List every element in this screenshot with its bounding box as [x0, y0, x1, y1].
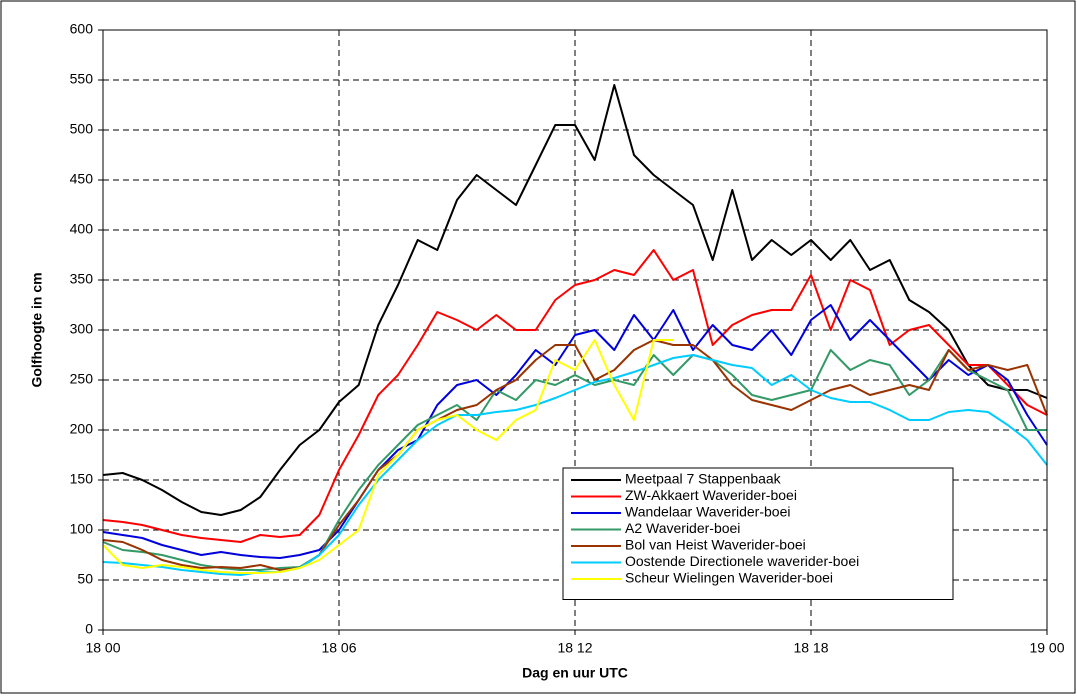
y-tick-label: 200 — [70, 421, 94, 437]
y-tick-label: 400 — [70, 221, 94, 237]
y-tick-label: 550 — [70, 71, 94, 87]
legend-label: Scheur Wielingen Waverider-boei — [625, 570, 833, 586]
x-tick-label: 18 06 — [321, 640, 356, 656]
data-line — [102, 249, 1048, 543]
y-tick-label: 150 — [70, 471, 94, 487]
y-tick-label: 0 — [85, 621, 93, 637]
y-tick-label: 500 — [70, 121, 94, 137]
legend-label: Meetpaal 7 Stappenbaak — [625, 471, 782, 487]
y-tick-label: 250 — [70, 371, 94, 387]
y-tick-label: 50 — [77, 571, 93, 587]
data-line — [102, 339, 674, 574]
data-line — [102, 349, 1047, 571]
legend-label: Wandelaar Waverider-boei — [625, 504, 790, 520]
y-tick-label: 600 — [70, 21, 94, 37]
data-line — [102, 339, 1048, 571]
x-tick-label: 18 18 — [793, 640, 828, 656]
legend-box — [562, 467, 954, 600]
y-tick-label: 350 — [70, 271, 94, 287]
plot-border — [102, 29, 1048, 631]
legend-label: ZW-Akkaert Waverider-boei — [625, 487, 797, 503]
legend-label: Oostende Directionele waverider-boei — [625, 553, 859, 569]
data-line — [102, 84, 1048, 516]
legend-label: Bol van Heist Waverider-boei — [625, 537, 806, 553]
x-axis-label: Dag en uur UTC — [522, 665, 628, 681]
y-tick-label: 300 — [70, 321, 94, 337]
x-tick-label: 18 00 — [85, 640, 120, 656]
y-tick-label: 100 — [70, 521, 94, 537]
x-tick-label: 18 12 — [557, 640, 592, 656]
legend-label: A2 Waverider-boei — [625, 520, 740, 536]
y-axis-label: Golfhoogte in cm — [29, 272, 45, 387]
data-line — [102, 304, 1048, 559]
x-tick-label: 19 00 — [1029, 640, 1064, 656]
y-tick-label: 450 — [70, 171, 94, 187]
